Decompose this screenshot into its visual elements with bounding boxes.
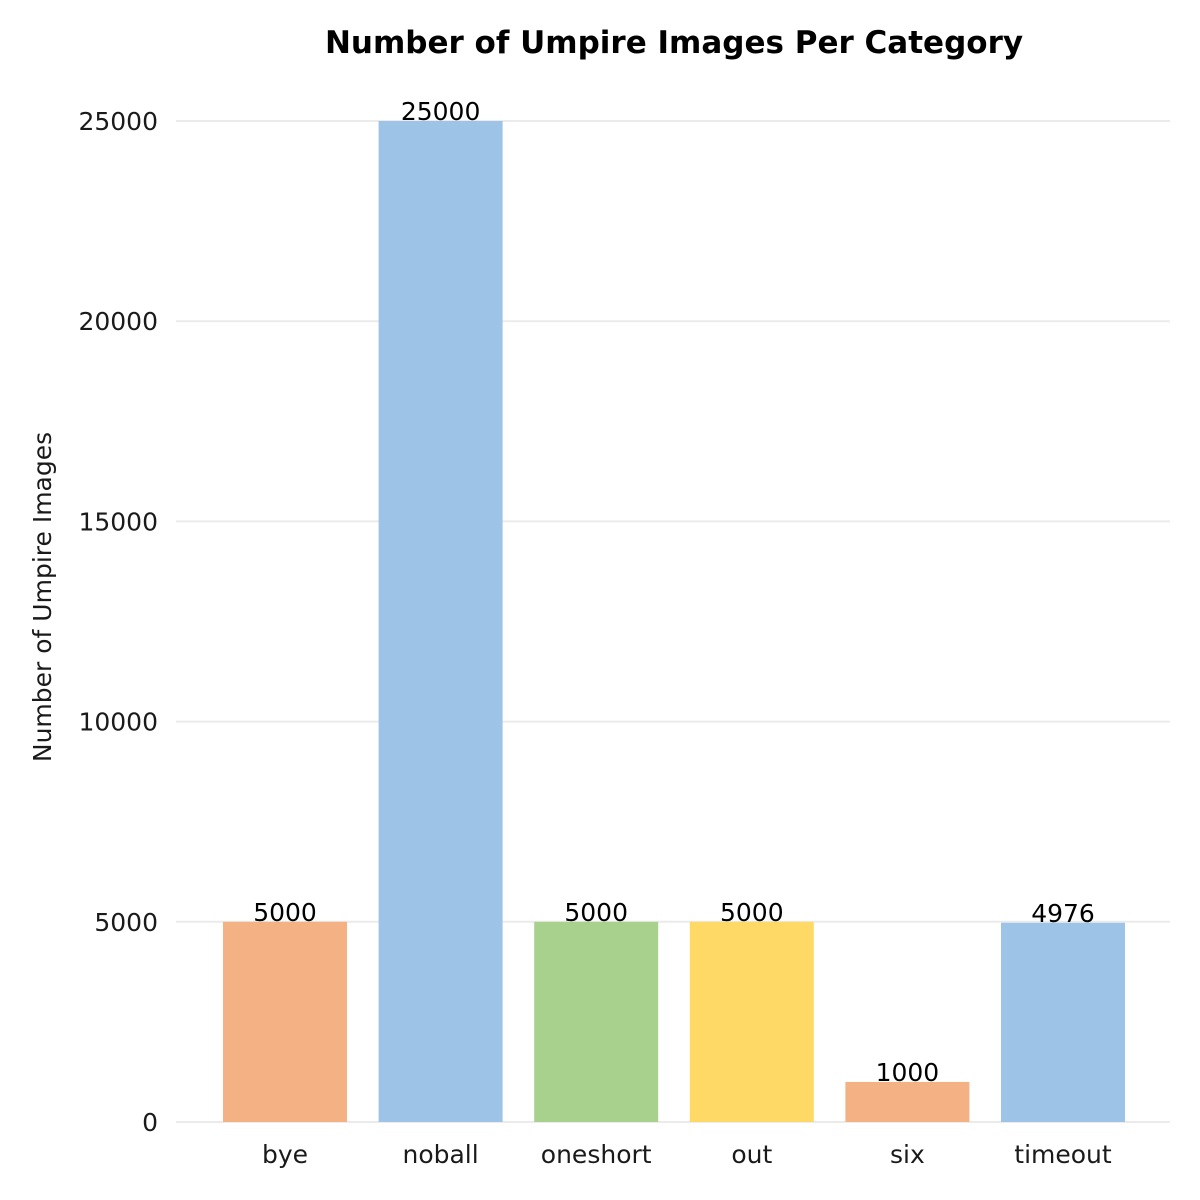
bar-timeout — [1001, 922, 1125, 1122]
bar-bye — [223, 921, 347, 1122]
y-tick-label: 25000 — [78, 107, 158, 136]
y-axis-label: Number of Umpire Images — [28, 432, 57, 762]
x-tick-label: six — [890, 1140, 925, 1169]
y-tick-labels: 0 5000 10000 15000 20000 25000 — [78, 107, 158, 1137]
bar-value-label: 25000 — [401, 97, 481, 126]
y-tick-label: 15000 — [78, 507, 158, 536]
x-tick-labels: bye noball oneshort out six timeout — [262, 1140, 1112, 1169]
y-tick-label: 10000 — [78, 708, 158, 737]
x-tick-label: noball — [402, 1140, 478, 1169]
bar-oneshort — [534, 921, 659, 1122]
x-tick-label: bye — [262, 1140, 308, 1169]
bar-noball — [378, 121, 503, 1122]
y-tick-label: 5000 — [94, 908, 158, 937]
bar-six — [845, 1081, 970, 1122]
chart-title: Number of Umpire Images Per Category — [325, 25, 1023, 61]
bar-value-labels: 5000 25000 5000 5000 1000 4976 — [253, 97, 1095, 1087]
x-tick-label: oneshort — [541, 1140, 652, 1169]
bar-value-label: 5000 — [253, 898, 317, 927]
y-tick-label: 20000 — [78, 307, 158, 336]
bar-value-label: 4976 — [1031, 899, 1095, 928]
bar-value-label: 1000 — [876, 1058, 940, 1087]
x-tick-label: out — [731, 1140, 772, 1169]
bars — [223, 121, 1125, 1122]
x-tick-label: timeout — [1014, 1140, 1112, 1169]
bar-out — [689, 921, 814, 1122]
bar-value-label: 5000 — [720, 898, 784, 927]
bar-value-label: 5000 — [564, 898, 628, 927]
y-tick-label: 0 — [142, 1108, 158, 1137]
